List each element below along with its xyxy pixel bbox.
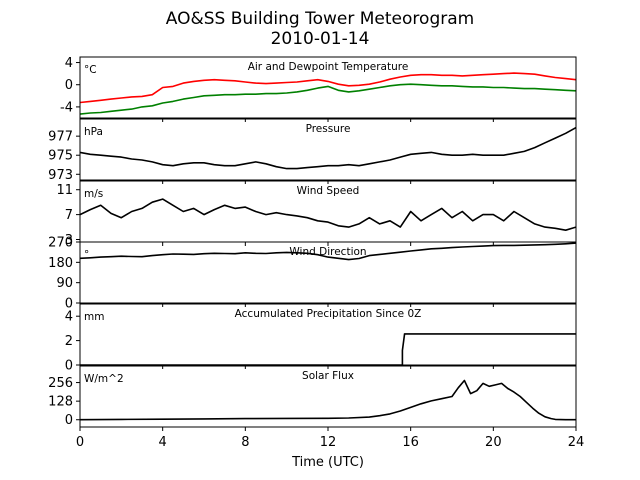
y-tick-label-wind_speed: 3: [65, 233, 73, 248]
y-tick-label-wind_direction: 90: [56, 276, 73, 291]
figure-date: 2010-01-14: [271, 29, 370, 49]
panel-wind_speed: 11 7 3 Wind Speed m/s: [56, 180, 577, 248]
y-tick-label-pressure: 973: [48, 168, 73, 183]
y-tick-label-temperature: 0: [65, 78, 73, 93]
y-tick-label-wind_speed: 11: [56, 183, 73, 198]
panel-title-wind_speed: Wind Speed: [297, 185, 360, 197]
x-tick-label: 0: [76, 435, 84, 450]
y-tick-label-wind_speed: 7: [65, 208, 73, 223]
y-tick-label-wind_direction: 180: [48, 256, 73, 271]
x-axis-label: Time (UTC): [291, 455, 364, 470]
panel-solar_flux: 256 128 0 Solar Flux W/m^2: [48, 365, 577, 431]
panel-title-pressure: Pressure: [306, 123, 351, 135]
x-tick-label: 20: [485, 435, 502, 450]
y-tick-label-wind_direction: 0: [65, 297, 73, 312]
panel-title-solar_flux: Solar Flux: [302, 370, 354, 382]
series-line-wind_direction-0: [80, 242, 576, 261]
series-line-pressure-0: [80, 126, 576, 170]
x-tick-label: 8: [241, 435, 249, 450]
panel-title-precipitation: Accumulated Precipitation Since 0Z: [235, 308, 422, 320]
series-line-solar_flux-0: [80, 379, 576, 421]
panel-title-temperature: Air and Dewpoint Temperature: [248, 61, 409, 73]
series-line-wind_speed-0: [80, 198, 576, 231]
panel-wind_direction: 270 180 90 0 Wind Direction °: [48, 236, 577, 312]
y-tick-label-wind_direction: 270: [48, 236, 73, 251]
panel-pressure: 977 975 973 Pressure hPa: [48, 118, 577, 184]
series-line-precipitation-0: [80, 333, 576, 365]
x-tick-label: 24: [568, 435, 585, 450]
series-line-temperature-1: [80, 83, 576, 115]
figure-title: AO&SS Building Tower Meteorogram: [166, 9, 474, 29]
x-tick-label: 16: [402, 435, 419, 450]
y-tick-label-solar_flux: 256: [48, 376, 73, 391]
series-line-temperature-0: [80, 72, 576, 104]
y-tick-label-precipitation: 2: [65, 334, 73, 349]
y-tick-label-temperature: -4: [60, 100, 73, 115]
y-tick-label-solar_flux: 0: [65, 413, 73, 428]
y-tick-label-pressure: 975: [48, 149, 73, 164]
y-tick-label-precipitation: 4: [65, 310, 73, 325]
x-tick-label: 12: [320, 435, 337, 450]
panel-unit-wind_speed: m/s: [84, 188, 103, 200]
panel-unit-temperature: °C: [84, 64, 97, 76]
y-tick-label-solar_flux: 128: [48, 395, 73, 410]
panel-precipitation: 4 2 0 Accumulated Precipitation Since 0Z mm: [65, 303, 577, 374]
x-tick-label: 4: [159, 435, 167, 450]
panel-unit-wind_direction: °: [84, 249, 89, 261]
y-tick-label-pressure: 977: [48, 130, 73, 145]
y-tick-label-precipitation: 0: [65, 359, 73, 374]
panel-unit-pressure: hPa: [84, 126, 103, 138]
panel-unit-precipitation: mm: [84, 311, 104, 323]
y-tick-label-temperature: 4: [65, 56, 73, 71]
panel-temperature: 4 0 -4 Air and Dewpoint Temperature °C: [60, 56, 577, 122]
panel-unit-solar_flux: W/m^2: [84, 373, 124, 385]
panel-title-wind_direction: Wind Direction: [289, 246, 366, 258]
